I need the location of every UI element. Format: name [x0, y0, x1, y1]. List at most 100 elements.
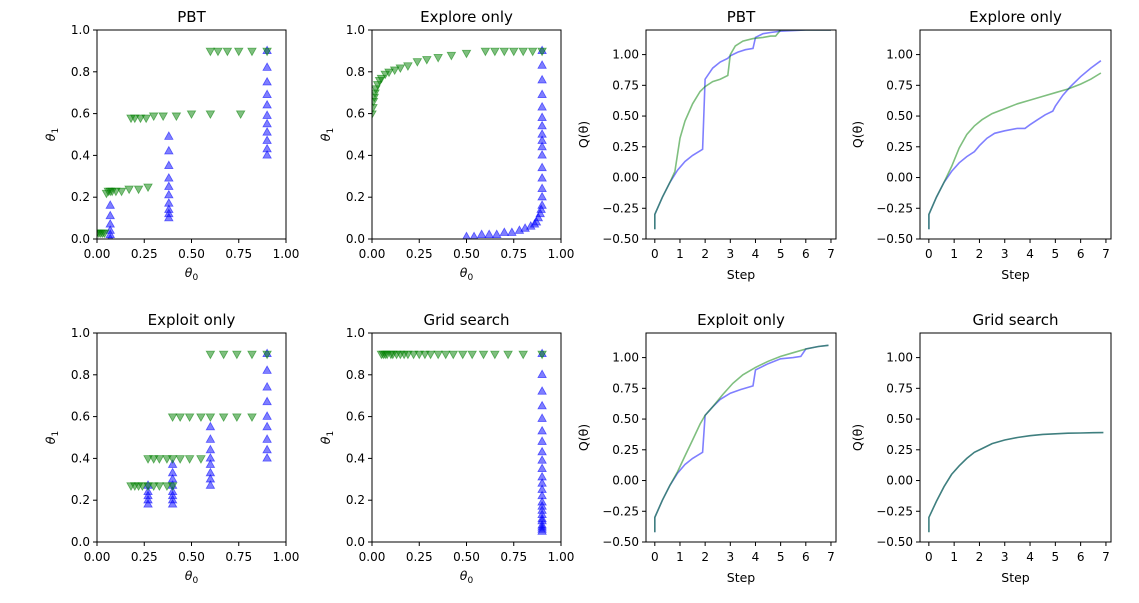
x-tick-label: 2	[976, 247, 984, 261]
scatter-point	[163, 131, 174, 140]
scatter-point	[205, 444, 216, 454]
scatter-point	[167, 498, 178, 508]
y-tick-label: 1.00	[886, 351, 913, 365]
y-tick-label: 1.00	[612, 351, 639, 365]
x-tick-label: 0.25	[406, 550, 433, 564]
y-tick-label: 0.6	[346, 107, 365, 121]
y-axis-label: Q(θ)	[576, 424, 591, 451]
x-tick-label: 0.75	[500, 247, 527, 261]
scatter-point	[262, 143, 272, 153]
scatter-point	[184, 455, 195, 464]
scatter-point	[262, 411, 272, 420]
scatter-point	[163, 160, 174, 170]
scatter-point	[163, 198, 174, 207]
y-tick-label: 0.4	[346, 451, 365, 465]
scatter-point	[537, 191, 547, 201]
scatter-point	[163, 204, 174, 213]
scatter-point	[389, 66, 400, 76]
y-tick-label: 0.2	[71, 190, 90, 204]
scatter-point	[536, 204, 546, 213]
y-axis-label: Q(θ)	[850, 121, 865, 148]
scatter-point	[167, 482, 178, 491]
y-tick-label: 0.75	[886, 78, 913, 92]
scatter-point	[163, 189, 174, 199]
x-tick-label: 4	[1026, 550, 1034, 564]
scatter-point	[205, 434, 216, 443]
x-tick-label: 4	[1026, 247, 1034, 261]
y-tick-label: 0.0	[71, 535, 90, 549]
scatter-point	[537, 484, 547, 493]
x-tick-label: 5	[777, 247, 785, 261]
y-tick-label: 1.00	[886, 48, 913, 62]
x-tick-label: 0.25	[406, 247, 433, 261]
scatter-point	[537, 509, 547, 518]
scatter-point	[247, 47, 257, 57]
y-axis-label: θ1	[318, 431, 336, 444]
series-line-1	[928, 60, 1102, 230]
chart-panel-1: PBT 0.00 0.25 0.50 0.75 1.00 0.0 0.2 0.4 0.6 0.8 1.…	[43, 8, 299, 283]
scatter-point	[167, 467, 178, 477]
scatter-point	[461, 49, 472, 59]
chart-title: Explore only	[969, 8, 1062, 26]
x-axis-label: θ0	[460, 568, 474, 586]
scatter-point	[480, 47, 491, 57]
scatter-point	[537, 60, 547, 69]
scatter-point	[376, 74, 387, 84]
scatter-point	[262, 421, 272, 431]
axes-frame	[645, 332, 837, 543]
chart-title: Grid search	[423, 311, 509, 329]
y-tick-label: 0.6	[346, 410, 365, 424]
scatter-point	[105, 210, 116, 220]
x-axis-label: θ0	[185, 265, 199, 283]
scatter-point	[414, 350, 425, 360]
scatter-point	[537, 471, 547, 481]
x-tick-label: 6	[1077, 247, 1085, 261]
scatter-point	[420, 350, 430, 360]
chart-panel-7: Exploit only 0 1 2 3 4 5 6 7 −0.50 −0.25 0.00 0.25 0.…	[576, 311, 837, 585]
scatter-point	[162, 455, 172, 464]
x-tick-label: 6	[1077, 550, 1085, 564]
x-axis-label: θ0	[185, 568, 199, 586]
y-tick-label: 0.50	[886, 109, 913, 123]
scatter-point	[143, 482, 153, 491]
scatter-point	[141, 114, 151, 124]
scatter-point	[163, 212, 174, 222]
scatter-point	[425, 350, 436, 360]
x-tick-label: 1	[676, 247, 684, 261]
x-tick-label: 0.25	[131, 550, 158, 564]
x-tick-label: 2	[701, 247, 709, 261]
axes-frame	[919, 29, 1112, 240]
x-tick-label: 7	[827, 550, 835, 564]
y-tick-label: 1.00	[612, 48, 639, 62]
scatter-point	[148, 455, 159, 464]
x-tick-label: 3	[726, 247, 734, 261]
scatter-point	[537, 455, 547, 464]
scatter-point	[531, 216, 542, 226]
x-axis-label: Step	[1001, 570, 1030, 585]
scatter-point	[247, 413, 257, 423]
scatter-point	[490, 350, 500, 360]
scatter-point	[537, 446, 547, 456]
scatter-point	[262, 396, 272, 406]
scatter-point	[205, 480, 216, 489]
scatter-point	[262, 365, 272, 374]
scatter-point	[143, 183, 153, 193]
y-tick-label: 0.0	[346, 232, 365, 246]
x-tick-label: 0.00	[84, 550, 111, 564]
scatter-point	[124, 185, 134, 195]
y-axis-label: θ1	[318, 128, 336, 141]
axes-frame	[96, 332, 287, 543]
plot-area	[654, 344, 829, 533]
scatter-point	[537, 101, 547, 111]
y-tick-label: 0.2	[71, 493, 90, 507]
x-tick-label: 0.75	[225, 247, 252, 261]
scatter-point	[262, 452, 272, 462]
scatter-point	[262, 118, 272, 128]
x-tick-label: 3	[1001, 550, 1009, 564]
y-tick-label: 0.75	[612, 78, 639, 92]
y-tick-label: 0.4	[71, 148, 90, 162]
chart-panel-5: Exploit only 0.00 0.25 0.50 0.75 1.00 0.0 0.2 0.…	[43, 311, 299, 586]
y-tick-label: 0.50	[886, 412, 913, 426]
scatter-point	[403, 62, 413, 71]
x-tick-label: 1	[676, 550, 684, 564]
